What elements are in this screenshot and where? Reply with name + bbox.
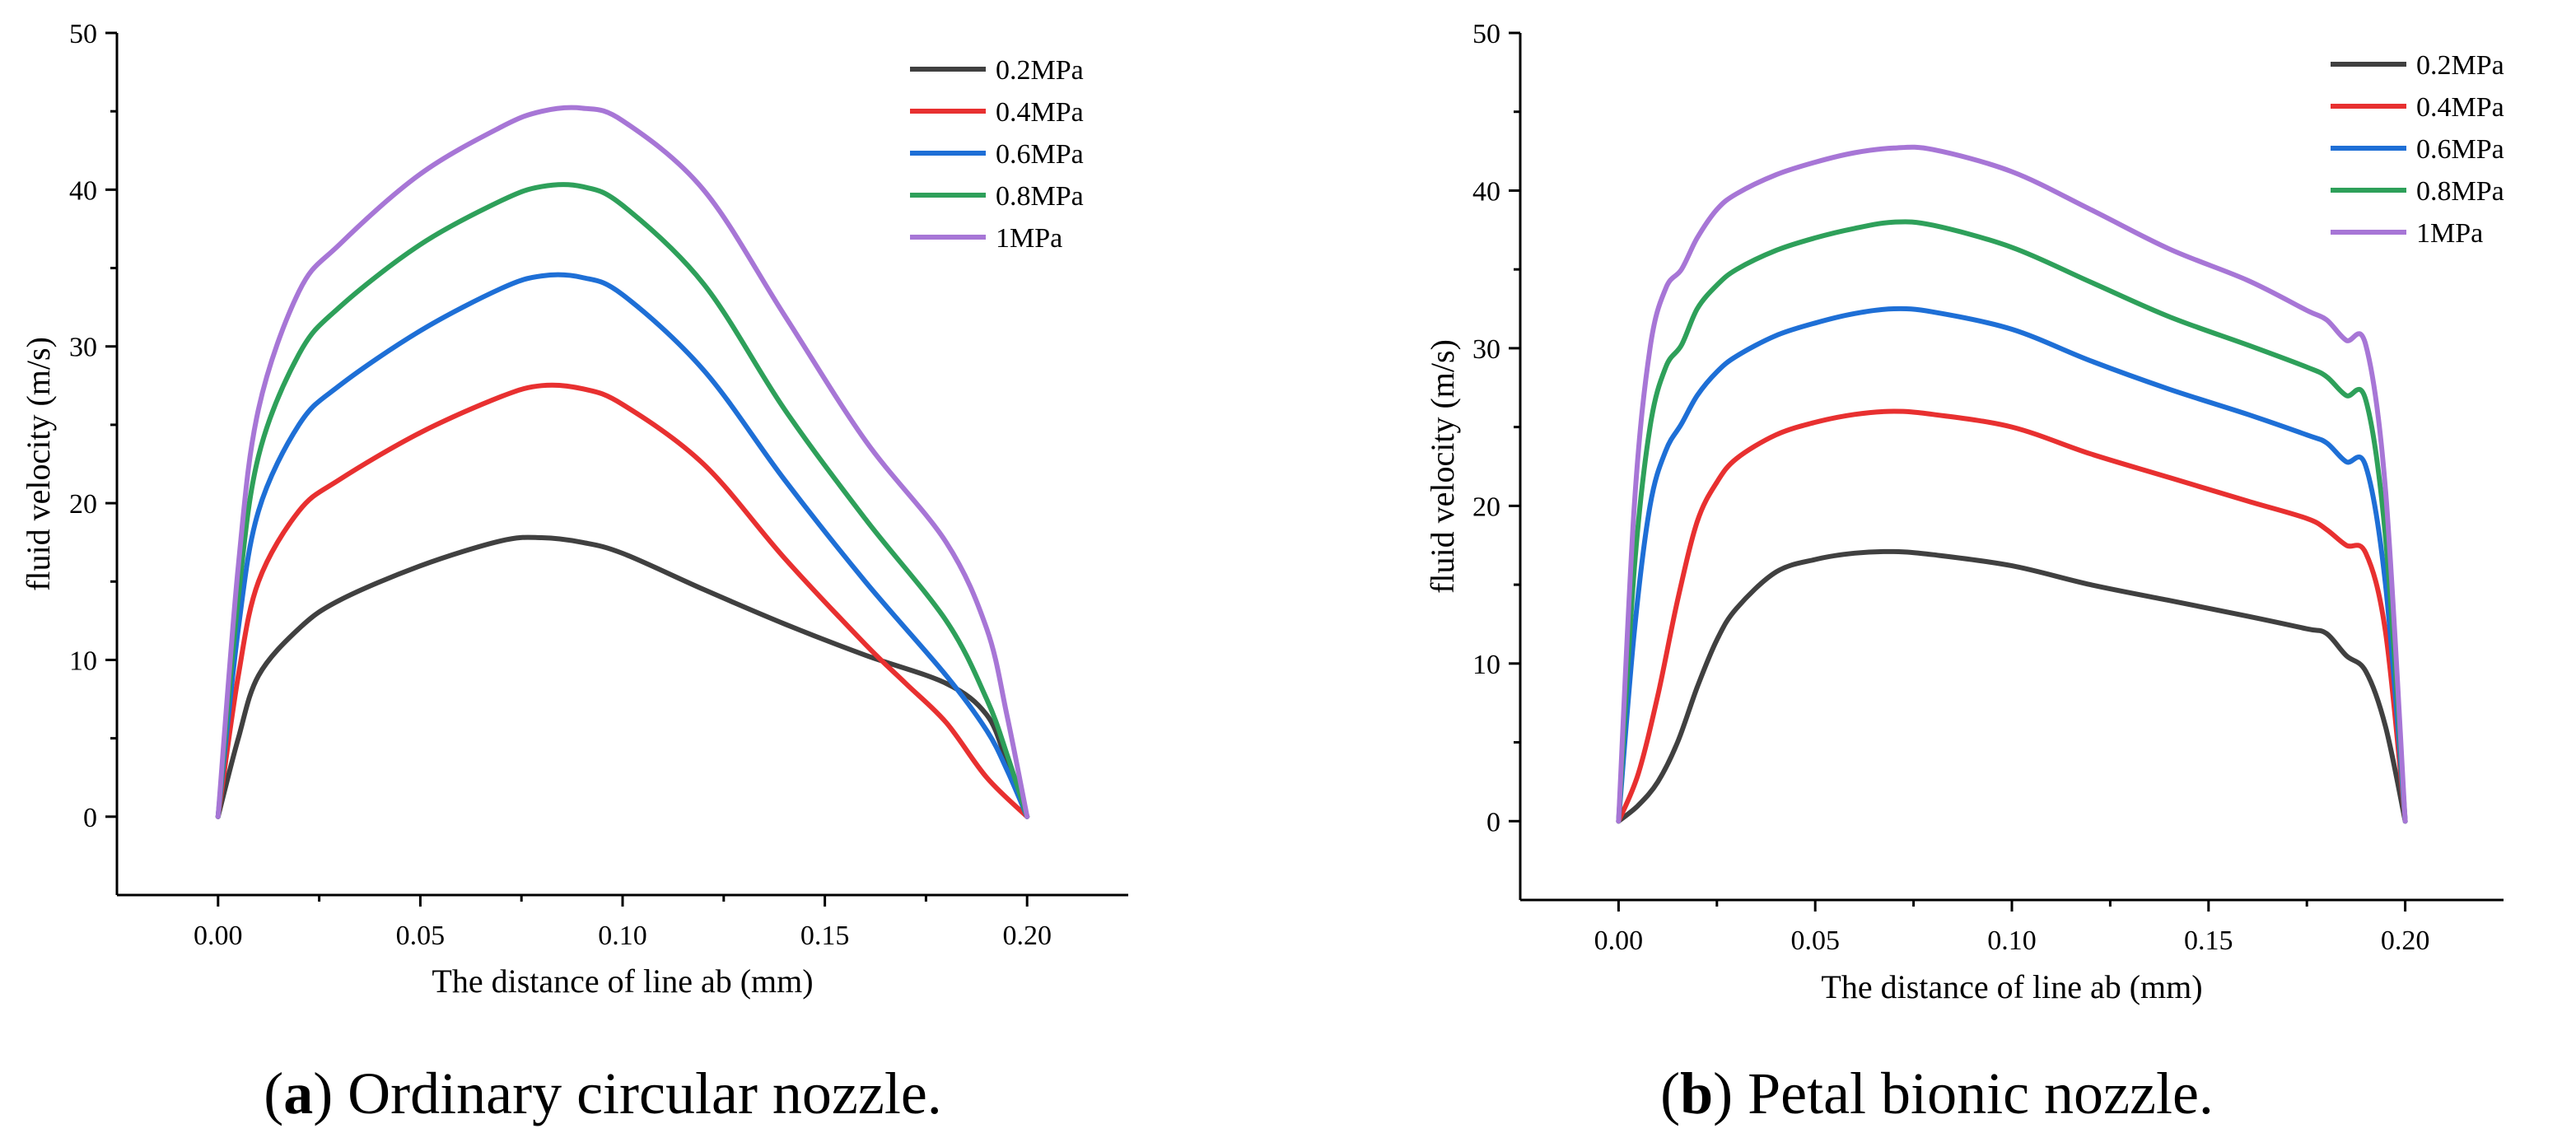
caption-a: (a) Ordinary circular nozzle. bbox=[264, 1061, 942, 1126]
caption-b-letter: b bbox=[1680, 1061, 1713, 1126]
caption-a-text: Ordinary circular nozzle. bbox=[348, 1061, 942, 1126]
y-tick-label: 20 bbox=[69, 489, 97, 520]
y-axis-label: fluid velocity (m/s) bbox=[1424, 339, 1461, 594]
y-tick-label: 50 bbox=[69, 19, 97, 49]
x-tick-label: 0.05 bbox=[396, 921, 446, 951]
caption-b: (b) Petal bionic nozzle. bbox=[1660, 1061, 2214, 1126]
x-tick-label: 0.20 bbox=[2381, 926, 2430, 956]
x-tick-label: 0.00 bbox=[1594, 926, 1644, 956]
x-tick-label: 0.05 bbox=[1790, 926, 1840, 956]
y-tick-label: 10 bbox=[69, 646, 97, 676]
series-line-1MPa bbox=[1616, 144, 2408, 824]
legend-label: 1MPa bbox=[2416, 218, 2483, 249]
series-line-0.2MPa bbox=[1616, 548, 2408, 824]
y-tick-label: 30 bbox=[69, 333, 97, 363]
y-tick-label: 0 bbox=[83, 803, 97, 833]
series-line-0.8MPa bbox=[1616, 219, 2408, 824]
x-axis-label: The distance of line ab (mm) bbox=[432, 963, 813, 1000]
legend-label: 0.6MPa bbox=[2416, 134, 2504, 165]
legend-label: 0.8MPa bbox=[996, 181, 1084, 212]
x-axis-label: The distance of line ab (mm) bbox=[1821, 968, 2202, 1005]
caption-a-letter: a bbox=[283, 1061, 313, 1126]
y-tick-label: 20 bbox=[1472, 492, 1500, 522]
legend-label: 0.2MPa bbox=[2416, 50, 2504, 81]
series-line-0.6MPa bbox=[215, 272, 1030, 819]
x-tick-label: 0.15 bbox=[800, 921, 850, 951]
series-line-1MPa bbox=[215, 105, 1030, 819]
series-line-0.6MPa bbox=[1616, 305, 2408, 824]
x-tick-label: 0.00 bbox=[194, 921, 243, 951]
x-tick-label: 0.10 bbox=[598, 921, 647, 951]
legend-label: 0.2MPa bbox=[996, 55, 1084, 86]
y-axis-label: fluid velocity (m/s) bbox=[20, 337, 57, 591]
legend-label: 0.8MPa bbox=[2416, 176, 2504, 207]
y-tick-label: 30 bbox=[1472, 334, 1500, 365]
legend-label: 0.6MPa bbox=[996, 139, 1084, 170]
x-tick-label: 0.20 bbox=[1002, 921, 1052, 951]
chart-panel-a: 0.00 0.05 0.10 0.15 0.20 0 10 20 30 40 50 The dista… bbox=[20, 19, 1128, 1000]
y-tick-label: 50 bbox=[1472, 19, 1500, 49]
series-line-0.8MPa bbox=[215, 182, 1030, 819]
caption-b-text: Petal bionic nozzle. bbox=[1748, 1061, 2214, 1126]
legend-label: 0.4MPa bbox=[2416, 92, 2504, 123]
chart-panel-b: 0.00 0.05 0.10 0.15 0.20 0 10 20 30 40 50 The dista… bbox=[1424, 19, 2504, 1005]
y-tick-label: 10 bbox=[1472, 650, 1500, 680]
series-line-0.4MPa bbox=[215, 382, 1030, 819]
series-line-0.2MPa bbox=[215, 534, 1030, 819]
y-tick-label: 40 bbox=[69, 175, 97, 206]
x-tick-label: 0.15 bbox=[2184, 926, 2233, 956]
x-tick-label: 0.10 bbox=[1987, 926, 2037, 956]
legend-label: 1MPa bbox=[996, 223, 1062, 254]
series-line-0.4MPa bbox=[1616, 408, 2408, 824]
y-tick-label: 0 bbox=[1486, 807, 1500, 837]
legend-label: 0.4MPa bbox=[996, 97, 1084, 128]
y-tick-label: 40 bbox=[1472, 176, 1500, 207]
